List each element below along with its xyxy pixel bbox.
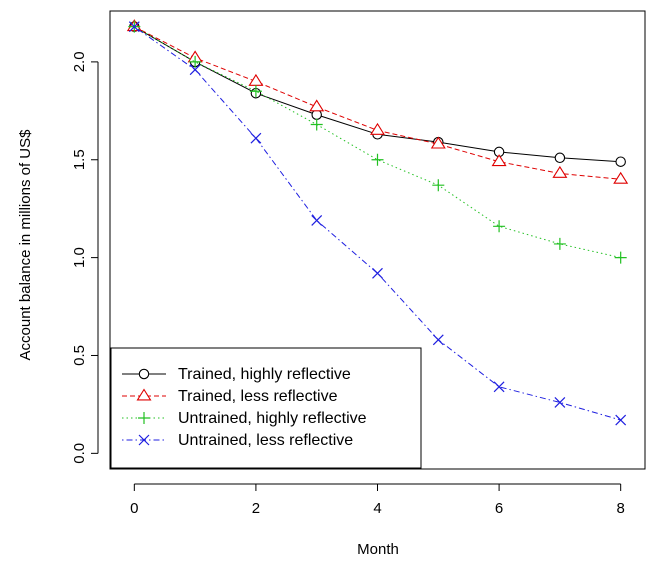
data-point: [128, 21, 140, 33]
x-axis-label: Month: [357, 541, 399, 558]
x-tick-label: 4: [373, 500, 381, 517]
data-point: [189, 64, 201, 76]
y-tick-label: 1.0: [71, 247, 88, 268]
data-point: [554, 152, 566, 164]
data-point: [552, 165, 568, 178]
data-point: [250, 132, 262, 144]
legend-box: [110, 347, 422, 469]
data-point: [189, 55, 202, 68]
series-2: [126, 19, 629, 184]
x-tick-label: 0: [130, 500, 138, 517]
data-point: [432, 334, 444, 346]
data-point: [311, 215, 323, 226]
x-tick-label: 6: [495, 500, 503, 517]
data-point: [493, 381, 505, 393]
data-point: [249, 85, 262, 98]
x-tick-label: 8: [617, 500, 625, 517]
legend-marker: [138, 412, 150, 424]
y-tick-label: 0.5: [71, 345, 88, 366]
plot-border: [109, 10, 646, 470]
legend-item: Untrained, less reflective: [122, 432, 353, 449]
data-point: [615, 156, 626, 167]
data-point: [371, 153, 384, 166]
legend-label: Untrained, highly reflective: [178, 410, 367, 427]
data-point: [613, 171, 629, 184]
data-point: [310, 118, 323, 131]
data-point: [493, 220, 506, 233]
data-point: [614, 251, 627, 264]
data-point: [311, 109, 322, 120]
series-3: [128, 20, 627, 264]
data-point: [370, 122, 385, 135]
series-1: [129, 21, 626, 167]
series-4: [128, 21, 627, 426]
legend-item: Trained, less reflective: [122, 388, 338, 405]
legend-marker: [138, 434, 150, 446]
y-tick-label: 0.0: [71, 443, 88, 464]
data-point: [554, 397, 566, 408]
data-point: [615, 414, 627, 426]
legend-item: Untrained, highly reflective: [122, 410, 367, 427]
series-line: [134, 26, 621, 259]
legend-marker: [136, 388, 152, 401]
y-tick-label: 2.0: [71, 51, 88, 72]
y-tick-label: 1.5: [71, 149, 88, 170]
data-point: [430, 136, 446, 149]
legend-item: Trained, highly reflective: [122, 366, 351, 383]
legend-label: Trained, highly reflective: [178, 366, 351, 383]
legend-label: Trained, less reflective: [178, 388, 338, 405]
series-line: [134, 26, 621, 163]
data-point: [553, 237, 566, 250]
legend-marker: [138, 368, 150, 380]
data-point: [432, 179, 445, 192]
data-point: [309, 99, 325, 112]
y-axis-label: Account balance in millions of US$: [17, 129, 34, 361]
legend-label: Untrained, less reflective: [178, 432, 353, 449]
data-point: [491, 154, 507, 167]
x-tick-label: 2: [252, 500, 260, 517]
data-point: [372, 267, 383, 279]
